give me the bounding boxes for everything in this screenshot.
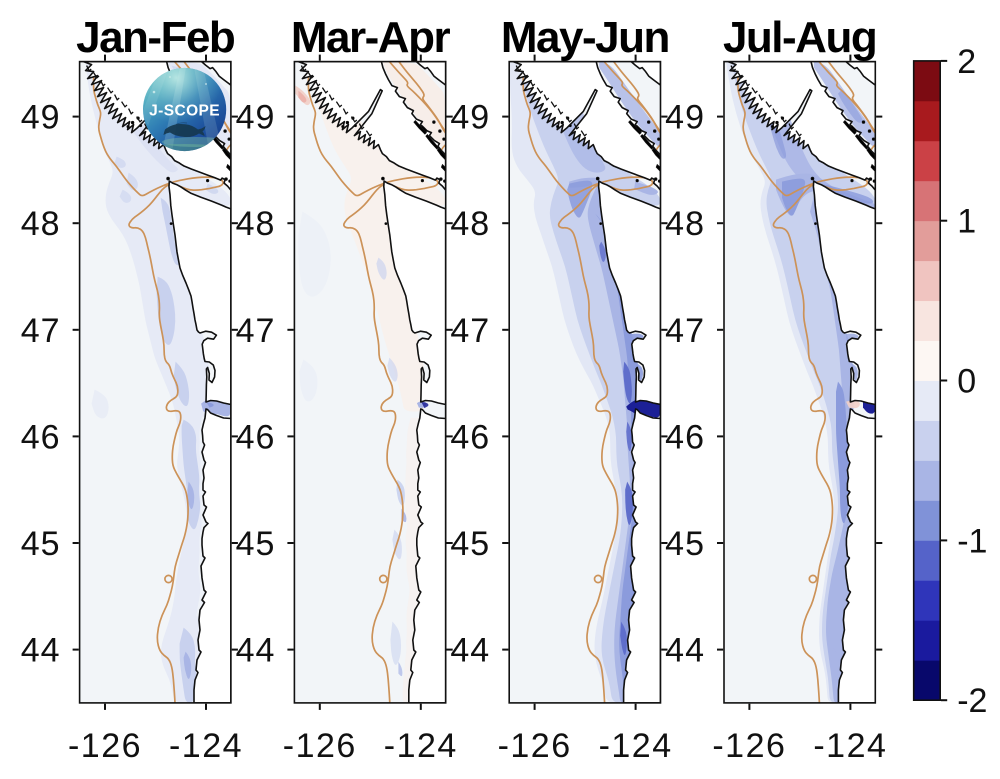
svg-text:-126: -126 bbox=[68, 727, 142, 765]
svg-text:49: 49 bbox=[236, 99, 276, 137]
svg-text:48: 48 bbox=[21, 205, 61, 243]
svg-text:44: 44 bbox=[21, 632, 61, 670]
svg-text:Jan-Feb: Jan-Feb bbox=[76, 13, 235, 62]
svg-text:46: 46 bbox=[665, 418, 705, 456]
svg-text:48: 48 bbox=[450, 205, 490, 243]
svg-text:44: 44 bbox=[450, 632, 490, 670]
svg-text:45: 45 bbox=[450, 525, 490, 563]
svg-text:Jul-Aug: Jul-Aug bbox=[723, 13, 876, 62]
svg-text:48: 48 bbox=[665, 205, 705, 243]
svg-text:48: 48 bbox=[236, 205, 276, 243]
svg-text:-126: -126 bbox=[498, 727, 572, 765]
svg-text:May-Jun: May-Jun bbox=[501, 13, 669, 62]
svg-text:J-SCOPE: J-SCOPE bbox=[149, 103, 220, 120]
svg-text:-2: -2 bbox=[957, 682, 987, 720]
svg-text:44: 44 bbox=[236, 632, 276, 670]
svg-text:49: 49 bbox=[665, 99, 705, 137]
svg-text:46: 46 bbox=[21, 418, 61, 456]
svg-text:44: 44 bbox=[665, 632, 705, 670]
svg-text:-124: -124 bbox=[384, 727, 458, 765]
svg-text:-124: -124 bbox=[599, 727, 673, 765]
svg-text:47: 47 bbox=[450, 312, 490, 350]
svg-text:0: 0 bbox=[957, 363, 976, 401]
svg-text:-1: -1 bbox=[957, 522, 987, 560]
svg-text:49: 49 bbox=[450, 99, 490, 137]
svg-text:45: 45 bbox=[21, 525, 61, 563]
svg-text:46: 46 bbox=[236, 418, 276, 456]
svg-text:49: 49 bbox=[21, 99, 61, 137]
svg-text:45: 45 bbox=[665, 525, 705, 563]
svg-text:47: 47 bbox=[665, 312, 705, 350]
svg-text:-126: -126 bbox=[712, 727, 786, 765]
svg-text:Mar-Apr: Mar-Apr bbox=[291, 13, 451, 62]
svg-text:46: 46 bbox=[450, 418, 490, 456]
svg-text:1: 1 bbox=[957, 203, 976, 241]
svg-text:47: 47 bbox=[21, 312, 61, 350]
svg-text:47: 47 bbox=[236, 312, 276, 350]
svg-text:-126: -126 bbox=[283, 727, 357, 765]
svg-text:-124: -124 bbox=[813, 727, 887, 765]
svg-text:-124: -124 bbox=[169, 727, 243, 765]
svg-text:2: 2 bbox=[957, 43, 976, 81]
svg-text:45: 45 bbox=[236, 525, 276, 563]
